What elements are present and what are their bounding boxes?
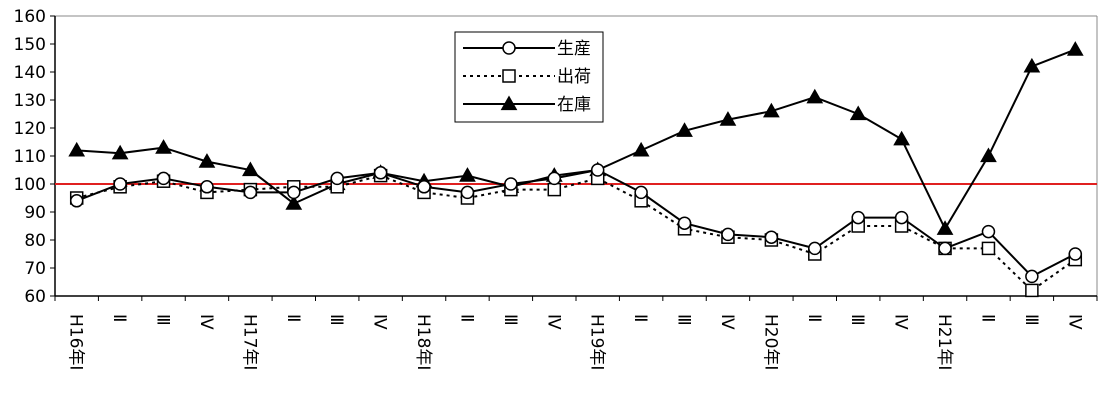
data-point-circle [938, 241, 952, 256]
x-tick-label: H19年Ⅰ [587, 314, 607, 370]
data-point-triangle [1066, 41, 1084, 56]
data-point-circle [981, 224, 996, 239]
y-tick-label: 70 [24, 259, 46, 279]
data-point-circle [287, 185, 301, 200]
data-point-square [502, 69, 516, 83]
y-tick-label: 140 [14, 63, 46, 83]
data-point-circle [1068, 247, 1083, 261]
data-point-triangle [936, 220, 954, 235]
data-point-triangle [285, 195, 303, 210]
x-tick-label: Ⅲ [674, 314, 694, 326]
data-point-circle [721, 227, 735, 242]
x-tick-label: Ⅱ [977, 314, 997, 322]
data-point-triangle [719, 111, 737, 126]
y-tick-label: 100 [14, 175, 46, 195]
y-tick-label: 80 [24, 231, 46, 251]
x-tick-label: Ⅲ [1021, 314, 1041, 326]
data-point-circle [547, 171, 562, 186]
y-tick-label: 130 [14, 91, 46, 111]
x-tick-label: Ⅱ [804, 314, 824, 322]
x-tick-label: Ⅳ [196, 314, 216, 330]
x-tick-label: H20年Ⅰ [760, 314, 780, 370]
data-point-triangle [500, 95, 518, 111]
x-tick-label: Ⅲ [847, 314, 867, 326]
legend-label: 生産 [557, 39, 591, 59]
series-group [68, 41, 1084, 298]
data-point-circle [504, 177, 518, 191]
x-tick-label: Ⅳ [717, 314, 737, 330]
x-tick-label: Ⅱ [456, 314, 476, 322]
data-point-circle [1025, 269, 1039, 284]
data-point-square [1025, 283, 1039, 298]
data-point-triangle [849, 105, 867, 121]
data-point-circle [590, 163, 605, 177]
data-point-square [547, 182, 562, 197]
data-point-circle [634, 185, 648, 200]
data-point-triangle [980, 147, 997, 163]
data-point-triangle [111, 144, 129, 160]
x-tick-label: Ⅳ [543, 314, 563, 330]
data-point-triangle [242, 161, 259, 177]
series-line [76, 48, 1076, 231]
data-point-circle [677, 216, 692, 230]
data-point-circle [851, 210, 865, 225]
data-point-circle [502, 41, 516, 55]
data-point-triangle [763, 102, 780, 118]
plot-area [54, 15, 1098, 297]
series-line [76, 174, 1076, 292]
series-0 [69, 163, 1083, 284]
data-point-triangle [459, 167, 476, 182]
y-tick-label: 150 [14, 35, 46, 55]
data-point-triangle [806, 88, 824, 104]
x-tick-label: Ⅲ [153, 314, 173, 326]
legend-label: 出荷 [557, 67, 591, 87]
y-tick-label: 120 [14, 119, 46, 139]
x-tick-label: Ⅲ [500, 314, 520, 326]
data-point-triangle [155, 139, 172, 154]
x-tick-label: H17年Ⅰ [239, 314, 259, 370]
data-point-square [981, 241, 996, 256]
x-tick-label: H16年Ⅰ [66, 314, 86, 370]
x-tick-label: Ⅲ [326, 314, 346, 326]
data-point-triangle [632, 141, 650, 157]
x-tick-label: H21年Ⅰ [934, 314, 954, 370]
y-tick-label: 90 [24, 203, 46, 223]
y-tick-label: 160 [14, 7, 46, 27]
data-point-circle [243, 185, 258, 200]
x-tick-label: Ⅳ [370, 314, 390, 330]
x-tick-label: Ⅳ [1064, 314, 1084, 330]
data-point-circle [69, 194, 84, 208]
data-point-circle [417, 180, 431, 194]
data-point-circle [156, 171, 171, 186]
data-point-circle [113, 177, 127, 191]
data-point-circle [894, 210, 909, 225]
data-point-triangle [198, 153, 216, 168]
data-point-triangle [1023, 57, 1041, 73]
data-point-triangle [68, 141, 86, 157]
y-tick-label: 60 [24, 287, 46, 307]
data-point-circle [330, 171, 344, 186]
x-tick-label: H18年Ⅰ [413, 314, 433, 370]
x-tick-label: Ⅱ [630, 314, 650, 322]
data-point-circle [808, 241, 822, 256]
y-tick-label: 110 [14, 147, 46, 167]
x-tick-label: Ⅳ [891, 314, 911, 330]
x-tick-label: Ⅱ [109, 314, 129, 322]
y-axis-ticks: 60 70 80 90 100 110 120 130 140 150 160 [14, 7, 55, 307]
data-point-triangle [893, 130, 910, 146]
series-line [76, 168, 1076, 278]
x-axis-ticks: H16年Ⅰ Ⅱ Ⅲ Ⅳ H17年Ⅰ Ⅱ Ⅲ Ⅳ H18年Ⅰ Ⅱ Ⅲ Ⅳ H19年Ⅰ Ⅱ Ⅲ Ⅳ H20年Ⅰ Ⅱ Ⅲ Ⅳ… [54, 296, 1098, 370]
data-point-triangle [676, 122, 693, 137]
legend-label: 在庫 [557, 95, 591, 115]
data-point-circle [373, 166, 388, 180]
data-point-circle [460, 185, 475, 200]
x-tick-label: Ⅱ [283, 314, 303, 322]
data-point-circle [200, 180, 214, 194]
series-2 [68, 41, 1084, 235]
data-point-circle [764, 230, 779, 244]
